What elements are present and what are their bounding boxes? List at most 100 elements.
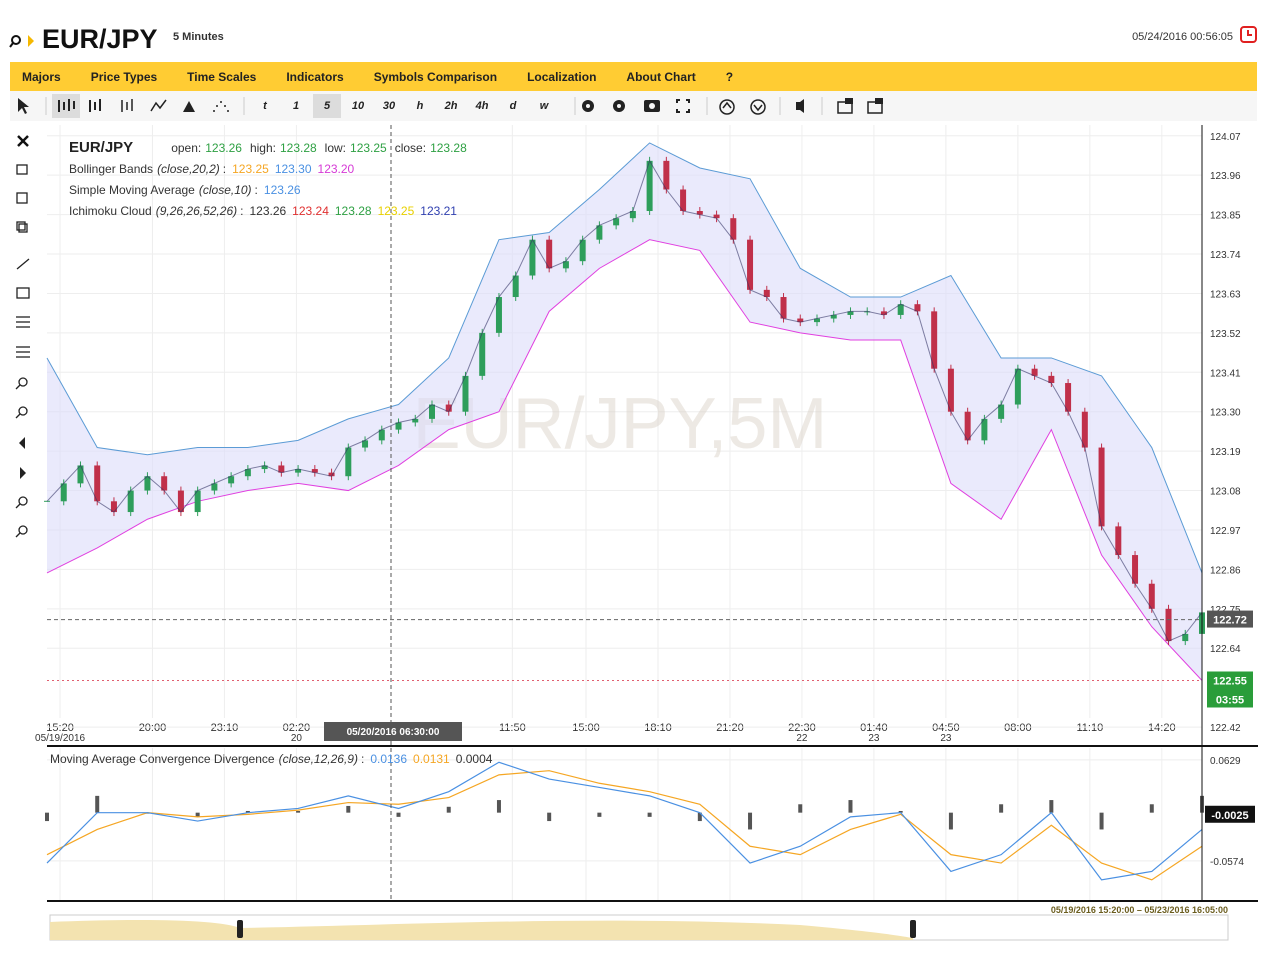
- candle-body: [629, 211, 636, 219]
- candle-body: [60, 483, 67, 502]
- y-tick-label: 123.52: [1210, 329, 1241, 340]
- candle-body: [730, 218, 737, 240]
- period-button[interactable]: t: [263, 100, 267, 112]
- candle-body: [194, 490, 201, 513]
- indicator-value: 123.21: [420, 204, 457, 218]
- histogram-bar: [798, 804, 803, 813]
- indicator-value: 0.0131: [413, 752, 450, 766]
- ohlc-value: 123.25: [350, 141, 387, 155]
- y-tick-label: 123.96: [1210, 171, 1241, 182]
- side-tools: [15, 135, 30, 538]
- menu-item[interactable]: Price Types: [90, 69, 158, 84]
- menu-item[interactable]: Time Scales: [187, 69, 257, 84]
- candle-body: [412, 418, 419, 423]
- histogram-bar: [748, 812, 753, 830]
- period-button[interactable]: 10: [351, 100, 365, 112]
- candle-body: [94, 465, 101, 502]
- indicator-value: 0.0004: [456, 752, 493, 766]
- candle-body: [747, 239, 754, 290]
- y-tick-label: 123.41: [1210, 368, 1241, 379]
- legend-row: Ichimoku Cloud (9,26,26,52,26):123.26 123.…: [69, 204, 457, 218]
- menu-bar: Majors Price Types Time Scales Indicators Sy…: [10, 62, 1257, 91]
- histogram-bar: [245, 810, 250, 813]
- candle-body: [663, 160, 670, 190]
- histogram-bar: [446, 806, 451, 813]
- menu-item[interactable]: Indicators: [286, 69, 344, 84]
- candle-body: [546, 239, 553, 269]
- candle-body: [981, 418, 988, 441]
- candle-body: [713, 214, 720, 219]
- histogram-bar: [496, 800, 501, 813]
- x-tick-label: 20:00: [139, 722, 167, 734]
- y-tick-label: 123.30: [1210, 408, 1241, 419]
- datetime: 05/24/2016 00:56:05: [1132, 31, 1233, 43]
- indicator-value: 123.25: [378, 204, 415, 218]
- band-upper: [46, 142, 1203, 574]
- indicator-value: 123.25: [232, 162, 269, 176]
- macd-value-tag: [1205, 805, 1255, 823]
- candle-body: [278, 465, 285, 473]
- band-lower: [46, 239, 1203, 681]
- period-button[interactable]: 4h: [475, 100, 489, 112]
- candle-body: [127, 490, 134, 513]
- x-tick-label: 11:10: [1076, 722, 1103, 734]
- x-tick-label: 14:20: [1148, 722, 1176, 734]
- menu-item[interactable]: Symbols Comparison: [373, 69, 498, 84]
- indicator-name: Simple Moving Average: [69, 183, 195, 197]
- candle-body: [1065, 383, 1072, 412]
- candle-body: [964, 411, 971, 441]
- close-line: [46, 159, 1203, 642]
- menu-item[interactable]: ?: [725, 69, 734, 84]
- indicator-sep: :: [255, 183, 258, 197]
- last-price-label: 122.72: [1213, 615, 1247, 627]
- histogram-bar: [95, 795, 100, 813]
- candle-body: [1081, 411, 1088, 448]
- histogram-bar: [346, 805, 351, 813]
- navigator-handle[interactable]: [237, 920, 243, 938]
- candle-body: [562, 261, 569, 269]
- candle-body: [495, 297, 502, 333]
- menu-item[interactable]: About Chart: [626, 69, 696, 84]
- alert-label: 122.55: [1213, 675, 1247, 687]
- indicator-sep: :: [223, 162, 226, 176]
- search-icon[interactable]: [8, 33, 38, 53]
- candle-body: [345, 447, 352, 477]
- candle-body: [77, 465, 84, 484]
- candle-body: [228, 476, 235, 484]
- period-button[interactable]: 30: [382, 100, 396, 112]
- macd-line: [46, 761, 1203, 881]
- indicator-name: Ichimoku Cloud: [69, 204, 152, 218]
- histogram-bar: [697, 812, 702, 822]
- indicator-name: Bollinger Bands: [69, 162, 153, 176]
- candle-body: [646, 160, 653, 212]
- candle-body: [1098, 447, 1105, 527]
- y-tick-label: 123.74: [1210, 250, 1241, 261]
- x-tick-label: 15:20: [46, 722, 74, 734]
- legend-row: Moving Average Convergence Divergence (cl…: [50, 752, 493, 766]
- menu-item[interactable]: Majors: [22, 69, 61, 84]
- toolbar-icons-right: [574, 97, 883, 115]
- navigator-handle[interactable]: [910, 920, 916, 938]
- clock-icon[interactable]: [1240, 26, 1258, 44]
- indicator-value: 123.24: [292, 204, 329, 218]
- navigator-area: [50, 920, 913, 940]
- candle-body: [680, 189, 687, 212]
- candle-body: [947, 368, 954, 412]
- period-button[interactable]: d: [509, 100, 517, 112]
- histogram-bar: [948, 812, 953, 830]
- period-button[interactable]: 5: [313, 94, 341, 118]
- candle-body: [244, 469, 251, 477]
- candle-body: [295, 469, 302, 473]
- period-button[interactable]: 2h: [444, 100, 458, 112]
- ohlc-label: open:: [171, 141, 201, 155]
- menu-item[interactable]: Localization: [527, 69, 597, 84]
- period-button[interactable]: 1: [292, 100, 300, 112]
- period-button[interactable]: w: [539, 100, 549, 112]
- histogram-bar: [195, 812, 200, 817]
- period-button[interactable]: h: [416, 100, 424, 112]
- crosshair-label: 05/20/2016 06:30:00: [347, 727, 440, 738]
- x-tick-label: 02:20: [283, 722, 311, 734]
- indicator-sep: :: [240, 204, 243, 218]
- histogram-bar: [898, 810, 903, 813]
- candle-body: [1165, 608, 1172, 642]
